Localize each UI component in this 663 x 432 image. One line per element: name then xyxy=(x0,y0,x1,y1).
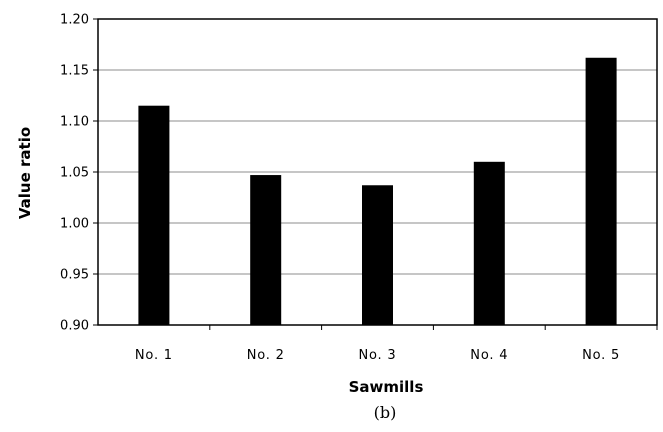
x-tick-label: No. 2 xyxy=(247,348,285,363)
bars xyxy=(138,57,658,330)
x-tick-label: No. 5 xyxy=(582,348,620,363)
plot-area-frame xyxy=(97,18,658,326)
bar-1 xyxy=(138,105,170,325)
axes xyxy=(97,18,658,326)
y-tick-label: 1.15 xyxy=(60,64,89,79)
y-tick-label: 0.90 xyxy=(60,319,89,334)
y-axis-title: Value ratio xyxy=(16,127,34,219)
x-tick-label: No. 1 xyxy=(135,348,173,363)
y-tick-label: 1.20 xyxy=(60,13,89,28)
y-tick-labels: 0.90 0.95 1.00 1.05 1.10 1.15 1.20 xyxy=(60,13,89,334)
y-tick-label: 1.10 xyxy=(60,115,89,130)
x-tick-labels: No. 1 No. 2 No. 3 No. 4 No. 5 xyxy=(135,348,620,363)
x-tick-label: No. 4 xyxy=(470,348,508,363)
y-tick-label: 0.95 xyxy=(60,268,89,283)
bar-5 xyxy=(585,57,617,325)
gridlines xyxy=(93,18,657,326)
x-tick-label: No. 3 xyxy=(359,348,397,363)
y-tick-label: 1.05 xyxy=(60,166,89,181)
bar-2 xyxy=(250,175,282,325)
bar-3 xyxy=(362,185,393,325)
y-tick-label: 1.00 xyxy=(60,217,89,232)
figure-caption: (b) xyxy=(374,403,397,422)
x-axis-title: Sawmills xyxy=(349,378,424,396)
bar-4 xyxy=(473,161,505,325)
